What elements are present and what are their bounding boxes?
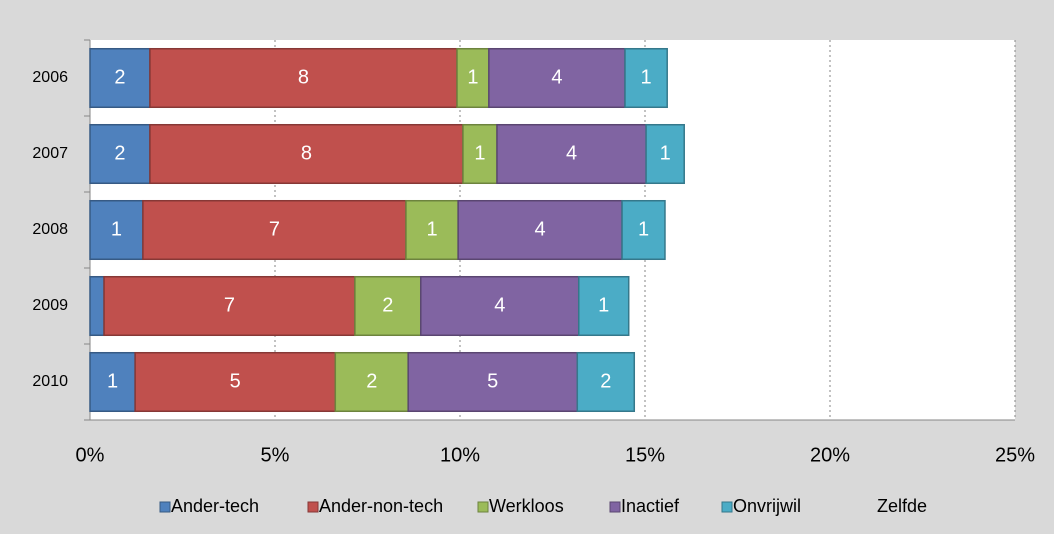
bar xyxy=(89,123,151,185)
x-tick-label: 15% xyxy=(625,444,665,466)
bar xyxy=(645,123,685,185)
bar xyxy=(354,275,422,337)
legend-label: Inactief xyxy=(621,496,680,516)
bar xyxy=(624,47,668,109)
data-label: 2 xyxy=(382,294,393,316)
x-tick-label: 10% xyxy=(440,444,480,466)
bar xyxy=(457,199,623,261)
legend-label: Zelfde xyxy=(877,496,927,516)
x-tick-label: 5% xyxy=(261,444,290,466)
data-label: 2 xyxy=(600,370,611,392)
data-label: 1 xyxy=(467,66,478,88)
legend-label: Onvrijwil xyxy=(733,496,801,516)
data-label: 8 xyxy=(301,142,312,164)
x-tick-label: 25% xyxy=(995,444,1035,466)
data-label: 1 xyxy=(660,142,671,164)
legend-label: Werkloos xyxy=(489,496,564,516)
bar xyxy=(488,47,626,109)
data-label: 2 xyxy=(114,66,125,88)
data-label: 1 xyxy=(107,370,118,392)
data-label: 5 xyxy=(230,370,241,392)
y-tick-label: 2009 xyxy=(32,297,68,314)
data-label: 5 xyxy=(487,370,498,392)
bar xyxy=(89,275,105,337)
y-tick-label: 2006 xyxy=(32,69,68,86)
bar xyxy=(456,47,490,109)
bar xyxy=(407,351,579,413)
bar xyxy=(134,351,337,413)
legend-swatch xyxy=(159,501,171,513)
bar xyxy=(103,275,356,337)
y-tick-label: 2010 xyxy=(32,373,68,390)
legend-swatch xyxy=(307,501,319,513)
data-label: 1 xyxy=(598,294,609,316)
bar xyxy=(420,275,580,337)
data-label: 4 xyxy=(566,142,577,164)
bar xyxy=(142,199,407,261)
x-tick-label: 20% xyxy=(810,444,850,466)
legend-label: Ander-tech xyxy=(171,496,259,516)
bar xyxy=(496,123,647,185)
bar xyxy=(462,123,498,185)
legend-swatch xyxy=(721,501,733,513)
bar xyxy=(149,47,458,109)
bar xyxy=(89,47,151,109)
data-label: 4 xyxy=(551,66,562,88)
bar xyxy=(405,199,459,261)
data-label: 1 xyxy=(474,142,485,164)
data-label: 7 xyxy=(269,218,280,240)
data-label: 8 xyxy=(298,66,309,88)
data-label: 4 xyxy=(494,294,505,316)
data-label: 2 xyxy=(114,142,125,164)
data-label: 7 xyxy=(224,294,235,316)
legend-swatch xyxy=(609,501,621,513)
legend-label: Ander-non-tech xyxy=(319,496,443,516)
y-tick-label: 2007 xyxy=(32,145,68,162)
data-label: 2 xyxy=(366,370,377,392)
y-tick-label: 2008 xyxy=(32,221,68,238)
legend-swatch xyxy=(477,501,489,513)
data-label: 4 xyxy=(535,218,546,240)
data-label: 1 xyxy=(641,66,652,88)
bar xyxy=(621,199,666,261)
data-label: 1 xyxy=(638,218,649,240)
bar xyxy=(578,275,630,337)
x-tick-label: 0% xyxy=(76,444,105,466)
bar xyxy=(576,351,636,413)
data-label: 1 xyxy=(427,218,438,240)
data-label: 1 xyxy=(111,218,122,240)
